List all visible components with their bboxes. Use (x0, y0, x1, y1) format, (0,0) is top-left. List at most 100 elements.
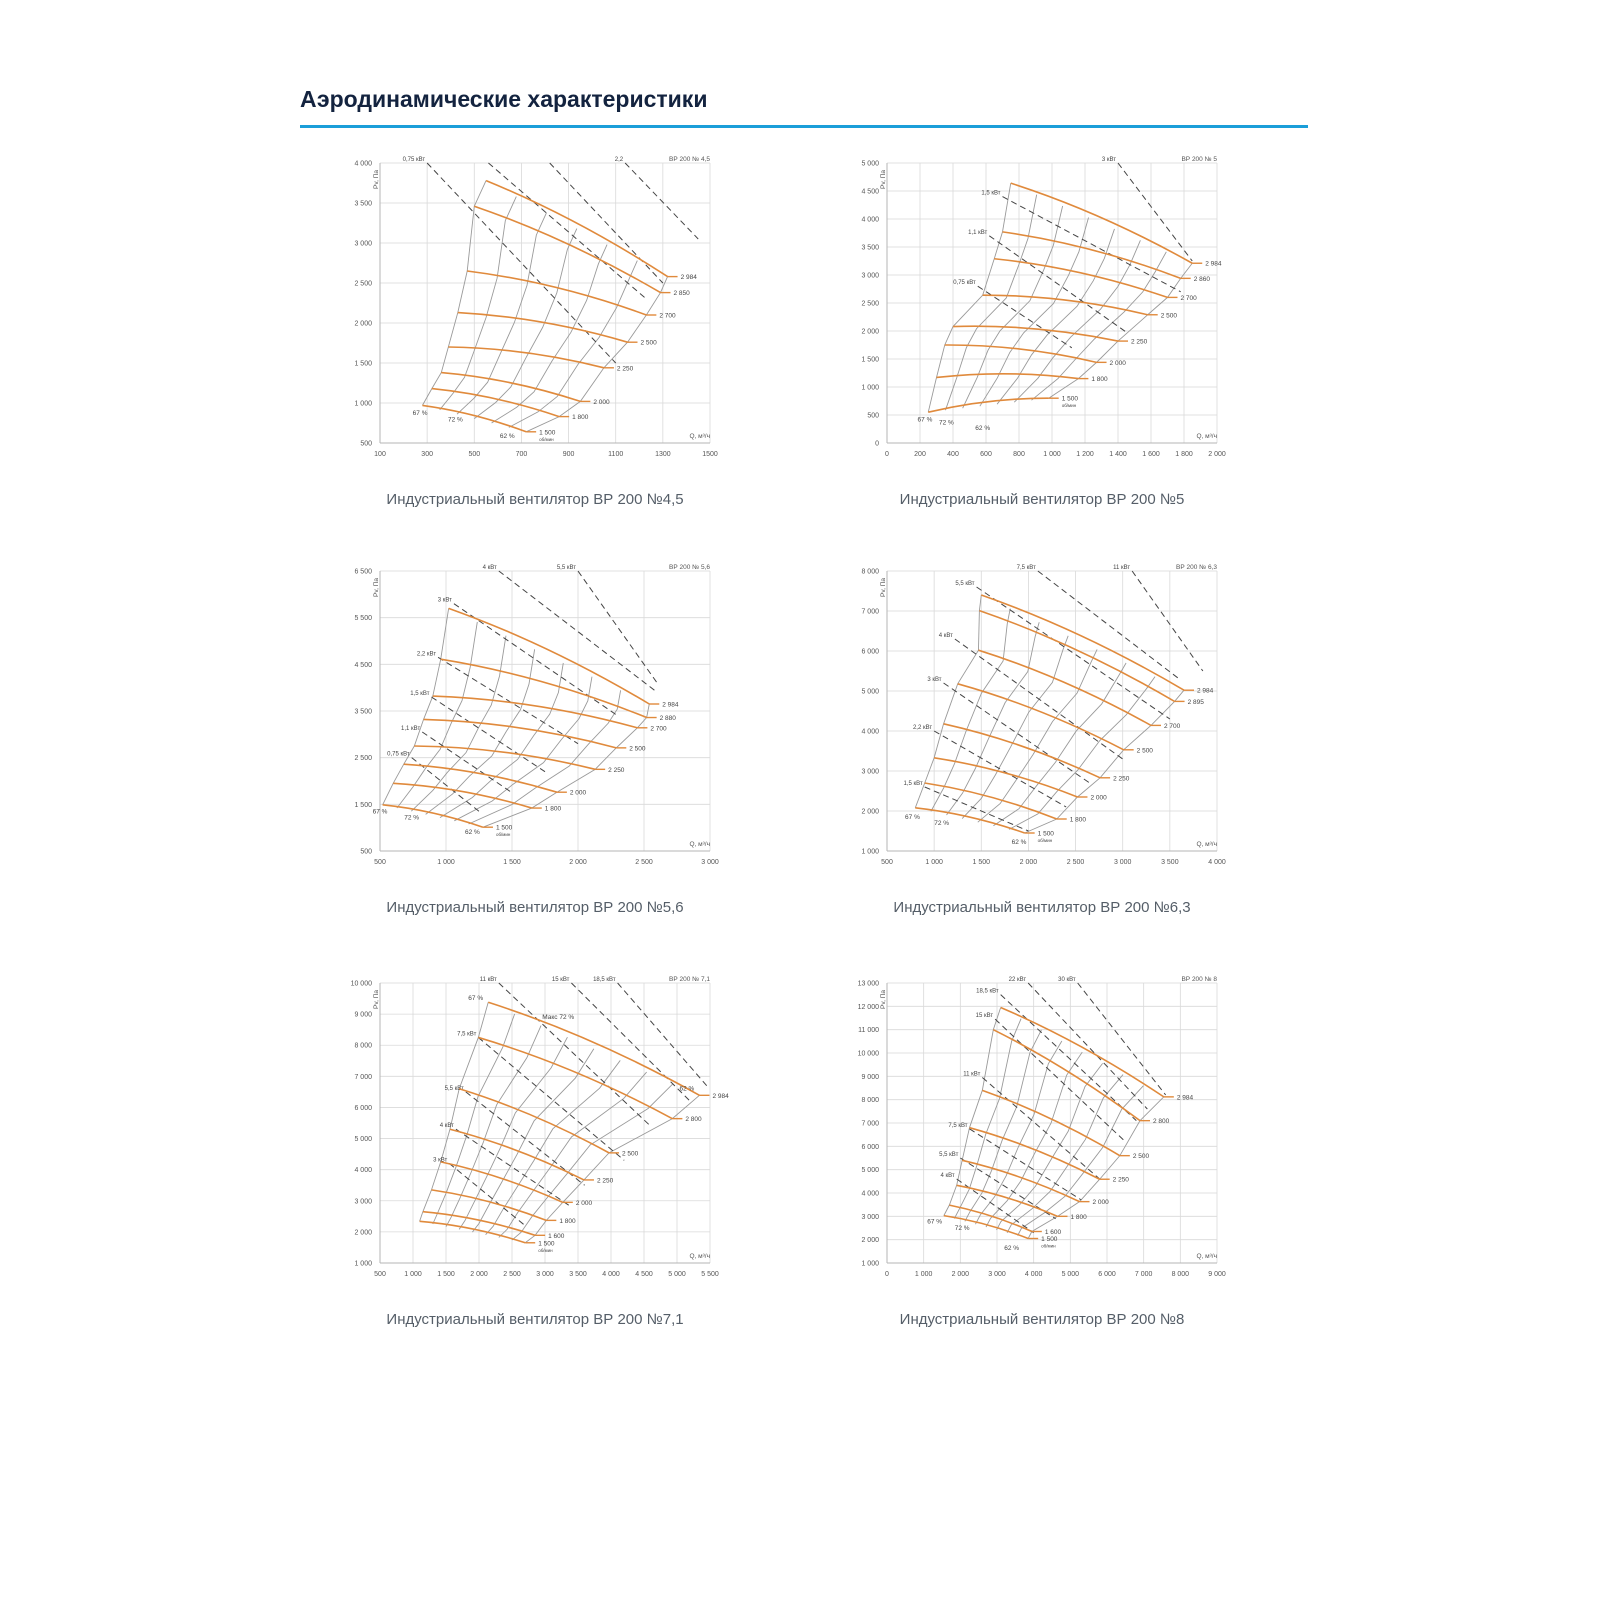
x-tick-label: 5 000 (668, 1271, 686, 1278)
x-tick-label: 0 (885, 1271, 889, 1278)
power-line-label: 0,75 кВт (953, 280, 976, 286)
efficiency-line (382, 608, 450, 805)
efficiency-line (953, 1018, 1022, 1219)
speed-label: 2 984 (1197, 688, 1214, 695)
efficiency-line (439, 196, 517, 411)
y-tick-label: 4 000 (354, 161, 372, 168)
power-line-label: 4 кВт (440, 1123, 454, 1129)
speed-label: 1 800 (545, 806, 562, 813)
page-title: Аэродинамические характеристики (300, 86, 708, 112)
efficiency-line (985, 1051, 1083, 1228)
efficiency-label: 67 % (468, 995, 483, 1002)
power-line-label: 30 кВт (1058, 977, 1076, 983)
chart-caption: Индустриальный вентилятор ВР 200 №6,3 (893, 899, 1191, 916)
efficiency-label: 62 % (465, 829, 480, 836)
efficiency-label: 67 % (373, 809, 388, 816)
speed-curve (961, 1159, 1080, 1203)
speed-label: 1 800 (1070, 817, 1087, 824)
efficiency-line (482, 703, 650, 828)
x-tick-label: 3 500 (569, 1271, 587, 1278)
y-tick-label: 6 000 (861, 1144, 879, 1151)
speed-curve (431, 1189, 547, 1222)
y-tick-label: 4 000 (861, 217, 879, 224)
efficiency-label: 62 % (1012, 839, 1027, 846)
x-tick-label: 2 500 (1067, 859, 1085, 866)
speed-curve (982, 1089, 1121, 1157)
y-tick-label: 2 000 (861, 329, 879, 336)
power-line-label: 11 кВт (963, 1072, 980, 1078)
speed-label: 1 800 (1071, 1214, 1088, 1221)
power-line-label: 7,5 кВт (948, 1123, 967, 1129)
speed-label: 2 700 (1181, 295, 1198, 302)
speed-label: 2 984 (712, 1093, 729, 1100)
speed-curve (936, 372, 1079, 380)
y-tick-label: 2 500 (354, 281, 372, 288)
speed-label: 1 500 (539, 429, 556, 436)
power-line-label: 1,5 кВт (981, 191, 1000, 197)
x-tick-label: 1 500 (503, 859, 521, 866)
x-tick-label: 2 000 (470, 1271, 488, 1278)
chart-vr200-5: 0 200 400 600 800 1 000 1 200 1 400 1 600 1 800 2 … (852, 155, 1372, 535)
y-tick-label: 6 000 (354, 1105, 372, 1112)
speed-label: 2 000 (576, 1200, 593, 1207)
speed-curve (440, 1161, 564, 1204)
x-tick-label: 1300 (655, 451, 671, 458)
speed-label: 1 600 (1045, 1229, 1062, 1236)
efficiency-line (914, 594, 982, 808)
efficiency-label: 67 % (905, 814, 920, 821)
speed-label: 2 800 (1153, 1118, 1170, 1125)
power-line-label: 22 кВт (1009, 977, 1027, 983)
speed-label: 2 700 (659, 313, 676, 320)
speed-curve (1010, 182, 1193, 264)
speed-curve (422, 1210, 536, 1237)
power-line-label: 2,2 (615, 157, 624, 163)
y-axis-label: Pv, Па (880, 990, 887, 1009)
efficiency-line (1048, 262, 1193, 399)
y-tick-label: 1 000 (861, 385, 879, 392)
chart-title: ВР 200 № 6,3 (1176, 564, 1217, 571)
speed-label: 2 500 (629, 745, 646, 752)
x-tick-label: 2 000 (1020, 859, 1038, 866)
efficiency-line (1006, 1074, 1124, 1233)
speed-label: 2 250 (617, 365, 634, 372)
x-tick-label: 1 000 (1043, 451, 1061, 458)
x-tick-label: 500 (881, 859, 893, 866)
speed-label: 1 500 (1038, 831, 1055, 838)
speed-unit-label: об/мин (1041, 1244, 1056, 1249)
efficiency-line (524, 1094, 700, 1244)
x-tick-label: 900 (563, 451, 575, 458)
chart-title: ВР 200 № 8 (1181, 976, 1217, 983)
speed-curve (1002, 231, 1181, 280)
efficiency-label: 67 % (413, 410, 428, 417)
efficiency-line (508, 260, 638, 428)
power-line-label: 11 кВт (1113, 565, 1130, 571)
speed-curve (915, 807, 1025, 834)
y-tick-label: 4 000 (861, 729, 879, 736)
y-tick-label: 2 500 (354, 755, 372, 762)
chart-vr200-8: 0 1 000 2 000 3 000 4 000 5 000 6 000 7 000 8 00… (852, 975, 1372, 1355)
x-tick-label: 6 000 (1098, 1271, 1116, 1278)
speed-curve (478, 1036, 673, 1120)
power-line (954, 638, 1124, 760)
x-tick-label: 500 (468, 451, 480, 458)
speed-curve (969, 1126, 1101, 1180)
speed-curve (474, 205, 661, 294)
efficiency-label: 72 % (448, 416, 463, 423)
x-tick-label: 100 (374, 451, 386, 458)
speed-label: 2 000 (1093, 1199, 1110, 1206)
chart-plot: 500 1 000 1 500 2 000 2 500 3 000 3 500 4 000 4 … (351, 976, 730, 1278)
y-tick-label: 3 000 (354, 241, 372, 248)
y-tick-label: 500 (360, 441, 372, 448)
x-axis-label: Q, м³/ч (1197, 1253, 1218, 1260)
y-tick-label: 1 500 (354, 802, 372, 809)
chart-caption: Индустриальный вентилятор ВР 200 №8 (899, 1311, 1185, 1328)
speed-label: 2 895 (1188, 699, 1205, 706)
x-tick-label: 0 (885, 451, 889, 458)
speed-curve (979, 609, 1175, 703)
power-line-label: 0,75 кВт (403, 157, 426, 163)
power-line-label: 18,5 кВт (976, 989, 999, 995)
speed-curve (431, 387, 560, 418)
chart-title: ВР 200 № 4,5 (669, 156, 710, 163)
x-axis-label: Q, м³/ч (690, 433, 711, 440)
speed-label: 1 800 (572, 414, 589, 421)
